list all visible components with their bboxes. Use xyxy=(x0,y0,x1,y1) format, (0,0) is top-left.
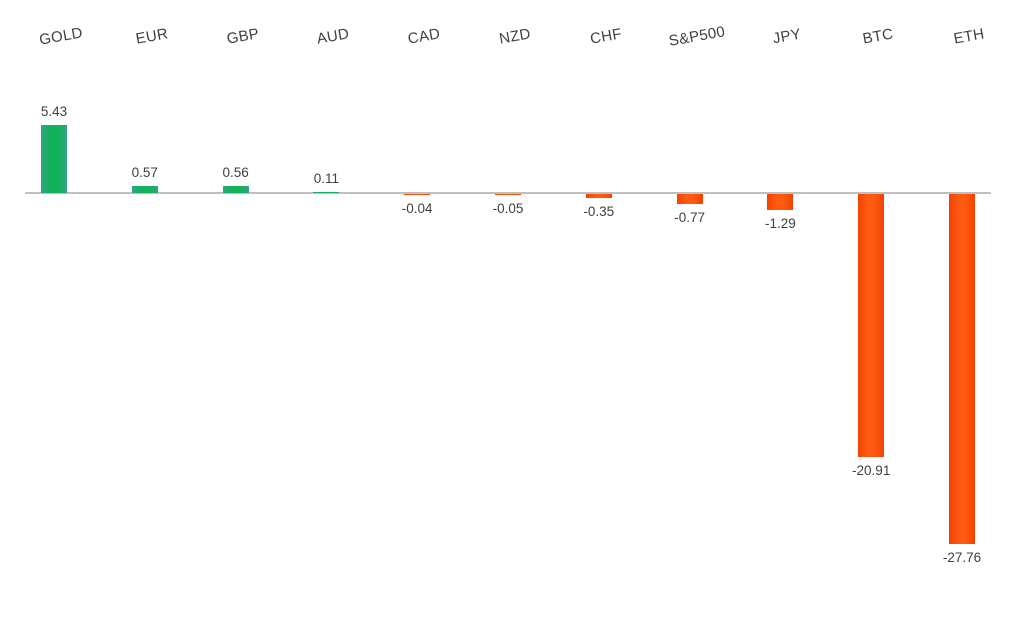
bar-chf xyxy=(585,194,612,199)
value-label-jpy: -1.29 xyxy=(765,216,796,232)
category-label-nzd: NZD xyxy=(497,25,533,48)
category-label-gold: GOLD xyxy=(37,24,85,49)
bar-btc xyxy=(858,194,885,458)
bar-sp500 xyxy=(676,194,703,204)
value-label-gbp: 0.56 xyxy=(222,164,249,180)
category-label-eth: ETH xyxy=(952,25,986,48)
value-label-btc: -20.91 xyxy=(852,463,891,479)
bar-aud xyxy=(313,191,340,193)
value-label-gold: 5.43 xyxy=(40,103,68,119)
bar-eth xyxy=(949,194,975,544)
bar-jpy xyxy=(767,194,794,211)
category-label-btc: BTC xyxy=(861,25,895,48)
value-label-aud: 0.11 xyxy=(313,170,340,186)
value-label-nzd: -0.05 xyxy=(492,200,524,216)
category-label-chf: CHF xyxy=(588,25,623,48)
category-label-jpy: JPY xyxy=(771,25,803,48)
value-label-cad: -0.04 xyxy=(401,200,433,216)
value-label-eth: -27.76 xyxy=(942,549,982,565)
bar-nzd xyxy=(495,194,521,195)
value-label-eur: 0.57 xyxy=(131,164,158,180)
x-axis-line xyxy=(25,192,991,194)
bar-gbp xyxy=(222,185,249,193)
category-label-eur: EUR xyxy=(134,25,170,48)
category-label-sp500: S&P500 xyxy=(667,23,727,50)
value-label-chf: -0.35 xyxy=(583,204,615,220)
bar-eur xyxy=(131,185,158,193)
value-label-sp500: -0.77 xyxy=(674,209,705,225)
category-label-gbp: GBP xyxy=(225,25,261,48)
bar-gold xyxy=(41,124,67,193)
category-label-cad: CAD xyxy=(406,25,442,48)
category-label-aud: AUD xyxy=(315,25,351,48)
bar-cad xyxy=(404,194,431,195)
